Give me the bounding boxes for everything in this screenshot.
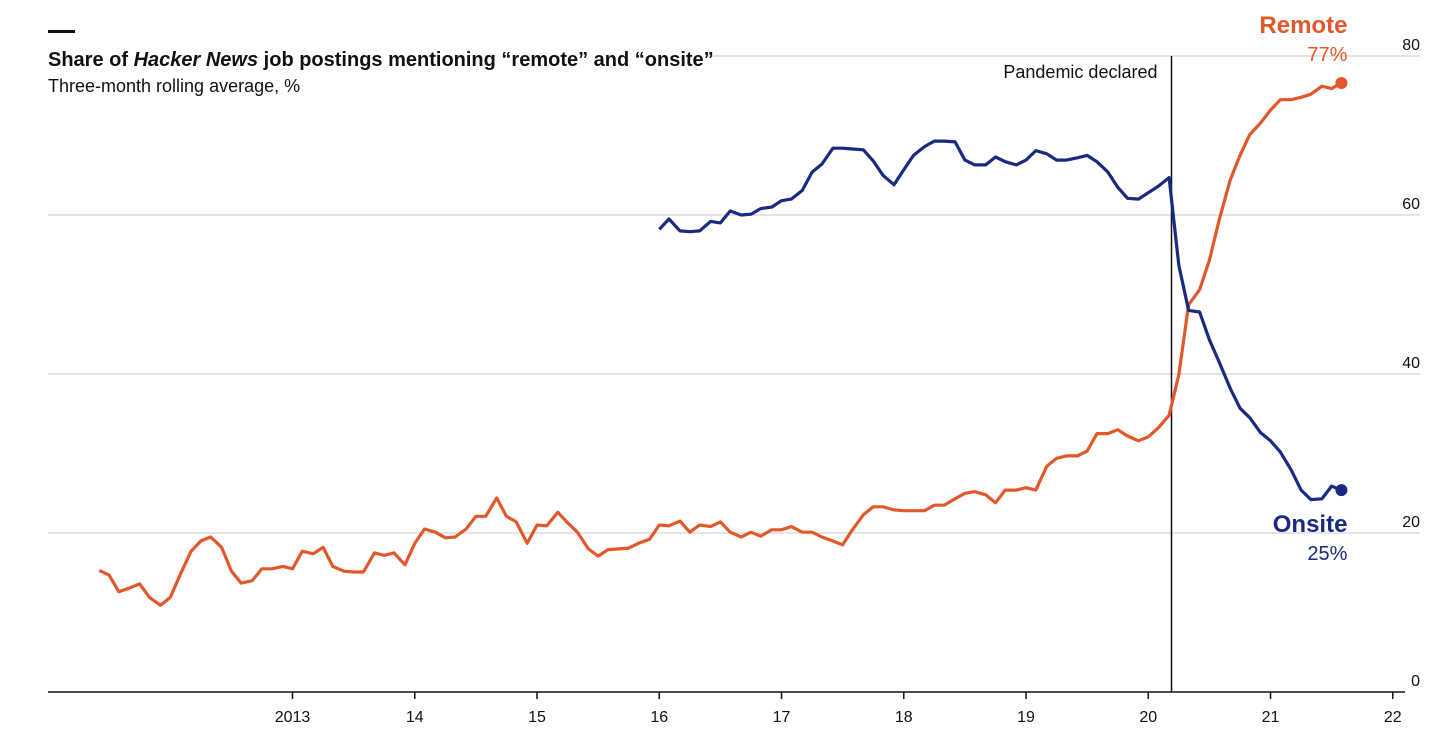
grid [48, 55, 1420, 534]
y-tick-label: 40 [1402, 355, 1420, 372]
annotation-label: Pandemic declared [1003, 62, 1157, 82]
title-bar [48, 30, 75, 33]
x-tick-label: 18 [895, 709, 913, 726]
end-point [1335, 77, 1348, 90]
x-tick-label: 15 [528, 709, 546, 726]
series-label: Remote [1259, 12, 1347, 39]
chart-title: Share of Hacker News job postings mentio… [48, 49, 714, 71]
chart-subtitle: Three-month rolling average, % [48, 76, 300, 96]
x-tick-label: 21 [1262, 709, 1280, 726]
series-label: Onsite [1273, 511, 1348, 538]
x-tick-label: 19 [1017, 709, 1035, 726]
title-part: job postings mentioning “remote” and “on… [258, 49, 714, 71]
series-value-label: 25% [1307, 543, 1347, 565]
x-tick-label: 14 [406, 709, 424, 726]
title-part: Hacker News [134, 49, 259, 71]
x-tick-label: 17 [773, 709, 791, 726]
title-backdrop [40, 20, 705, 100]
x-tick-label: 16 [650, 709, 668, 726]
end-point [1335, 484, 1348, 497]
y-tick-label: 60 [1402, 196, 1420, 213]
title-part: Share of [48, 49, 134, 71]
series-line [98, 81, 1343, 607]
y-tick-label: 20 [1402, 514, 1420, 531]
y-tick-label: 0 [1411, 673, 1420, 690]
y-tick-label: 80 [1402, 37, 1420, 54]
x-tick-label: 20 [1139, 709, 1157, 726]
x-tick-label: 2013 [275, 709, 311, 726]
series-line [658, 139, 1343, 502]
x-tick-label: 22 [1384, 709, 1402, 726]
series-value-label: 77% [1307, 44, 1347, 66]
